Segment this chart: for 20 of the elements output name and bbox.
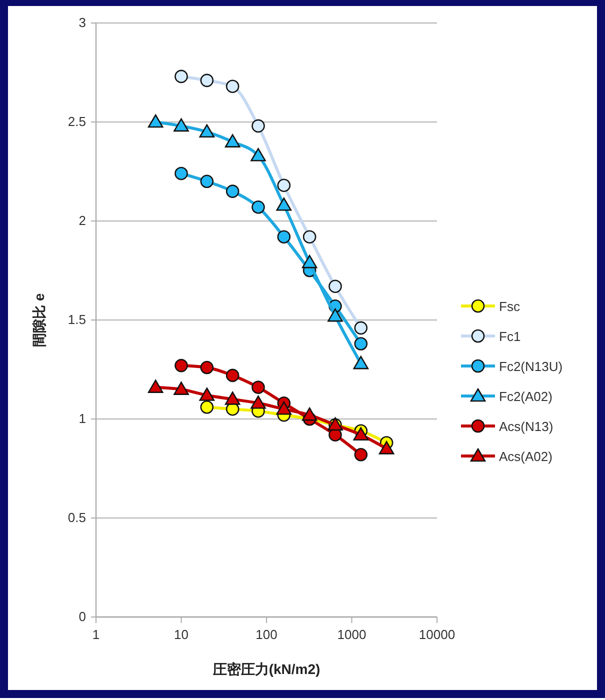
legend-label: Fsc [499,299,520,314]
y-tick-label: 0.5 [68,510,86,525]
legend-label: Acs(A02) [499,449,552,464]
x-tick-label: 10000 [418,627,456,642]
y-tick-label: 1.5 [68,312,86,327]
y-axis-title: 間隙比 e [31,292,47,347]
y-tick-label: 0 [78,609,86,624]
legend-label: Fc2(N13U) [499,359,563,374]
y-tick-label: 3 [78,15,86,30]
y-tick-label: 2 [78,213,86,228]
x-tick-label: 100 [256,627,278,642]
x-axis-title: 圧密圧力(kN/m2) [212,661,320,677]
legend-label: Fc2(A02) [499,389,552,404]
x-tick-label: 1000 [337,627,366,642]
legend-label: Fc1 [499,329,521,344]
y-tick-label: 2.5 [68,114,86,129]
y-tick-label: 1 [78,411,86,426]
x-tick-label: 10 [174,627,188,642]
x-tick-label: 1 [92,627,100,642]
legend-label: Acs(N13) [499,419,554,434]
